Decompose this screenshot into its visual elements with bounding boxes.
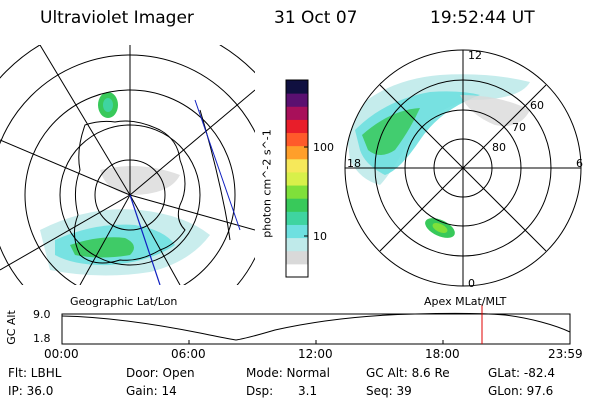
colorbar-swatch [286, 211, 308, 225]
mlat-label-60: 60 [530, 99, 544, 112]
mlt-label-6: 6 [576, 157, 583, 170]
colorbar-swatch [286, 119, 308, 134]
colorbar-unit-text: photon cm^-2 s^-1 [260, 129, 274, 238]
colorbar-swatch [286, 106, 308, 120]
colorbar-swatch [286, 80, 308, 94]
colorbar-swatch [286, 237, 308, 252]
colorbar-swatch [286, 145, 308, 160]
colorbar-swatch [286, 132, 308, 147]
timeline-ytick-min: 1.8 [33, 332, 51, 345]
right-aurora-emission [345, 74, 530, 238]
geographic-map [0, 45, 255, 285]
status-filter: Flt: LBHL [8, 366, 62, 380]
terminator-line [129, 194, 161, 285]
timeline-xtick-0: 00:00 [44, 347, 79, 361]
mlt-label-0: 0 [468, 277, 475, 290]
left-aurora-emission [40, 92, 210, 276]
colorbar-swatch [286, 198, 308, 212]
colorbar-swatches [286, 80, 308, 278]
mlt-lines [345, 50, 581, 286]
instrument-title: Ultraviolet Imager [40, 8, 194, 28]
timeline-ticks [61, 340, 571, 344]
colorbar-swatch [286, 158, 308, 173]
status-glat: GLat: -82.4 [488, 366, 555, 380]
lon-lines [0, 45, 255, 285]
status-ip: IP: 36.0 [8, 384, 54, 398]
status-dsp-value: 3.1 [298, 384, 318, 398]
status-mode: Mode: Normal [246, 366, 330, 380]
mlt-label-12: 12 [468, 49, 482, 62]
timeline-ytick-max: 9.0 [33, 308, 51, 321]
right-panel-caption: Apex MLat/MLT [424, 295, 507, 308]
coast-line-east [199, 109, 231, 241]
continent-outline [74, 120, 186, 264]
timeline-xtick-4: 23:59 [548, 347, 583, 361]
date-label: 31 Oct 07 [274, 8, 358, 28]
mlat-label-70: 70 [512, 121, 526, 134]
gc-altitude-plot [61, 305, 571, 345]
mlt-label-18: 18 [347, 157, 361, 170]
colorbar-frame [285, 79, 309, 278]
status-gain: Gain: 14 [126, 384, 177, 398]
colorbar-swatch [286, 250, 308, 265]
magnetic-polar-plot [344, 49, 582, 287]
colorbar-unit-label: photon cm^-2 s^-1 [260, 129, 274, 239]
timeline-axis-label: GC Alt [4, 310, 18, 345]
status-glon: GLon: 97.6 [488, 384, 554, 398]
timeline-frame [61, 313, 571, 345]
colorbar-swatch [286, 224, 308, 239]
status-gcalt: GC Alt: 8.6 Re [366, 366, 450, 380]
timeline-xtick-1: 06:00 [171, 347, 206, 361]
colorbar-label-10: 10 [313, 230, 327, 243]
mlat-label-80: 80 [492, 141, 506, 154]
colorbar-swatch [286, 171, 308, 186]
lat-ring-4 [0, 54, 255, 285]
colorbar-swatch [286, 263, 308, 278]
gc-altitude-curve [61, 312, 571, 341]
terminator-line-2 [194, 99, 241, 231]
left-panel-caption: Geographic Lat/Lon [70, 295, 178, 308]
timeline-xtick-3: 18:00 [425, 347, 460, 361]
status-dsp-label: Dsp: [246, 384, 274, 398]
colorbar-label-100: 100 [313, 141, 334, 154]
timeline-xtick-2: 12:00 [298, 347, 333, 361]
time-label: 19:52:44 UT [430, 8, 535, 28]
colorbar-swatch [286, 93, 308, 107]
status-door: Door: Open [126, 366, 195, 380]
status-seq: Seq: 39 [366, 384, 412, 398]
colorbar-swatch [286, 185, 308, 199]
colorbar [285, 79, 309, 278]
